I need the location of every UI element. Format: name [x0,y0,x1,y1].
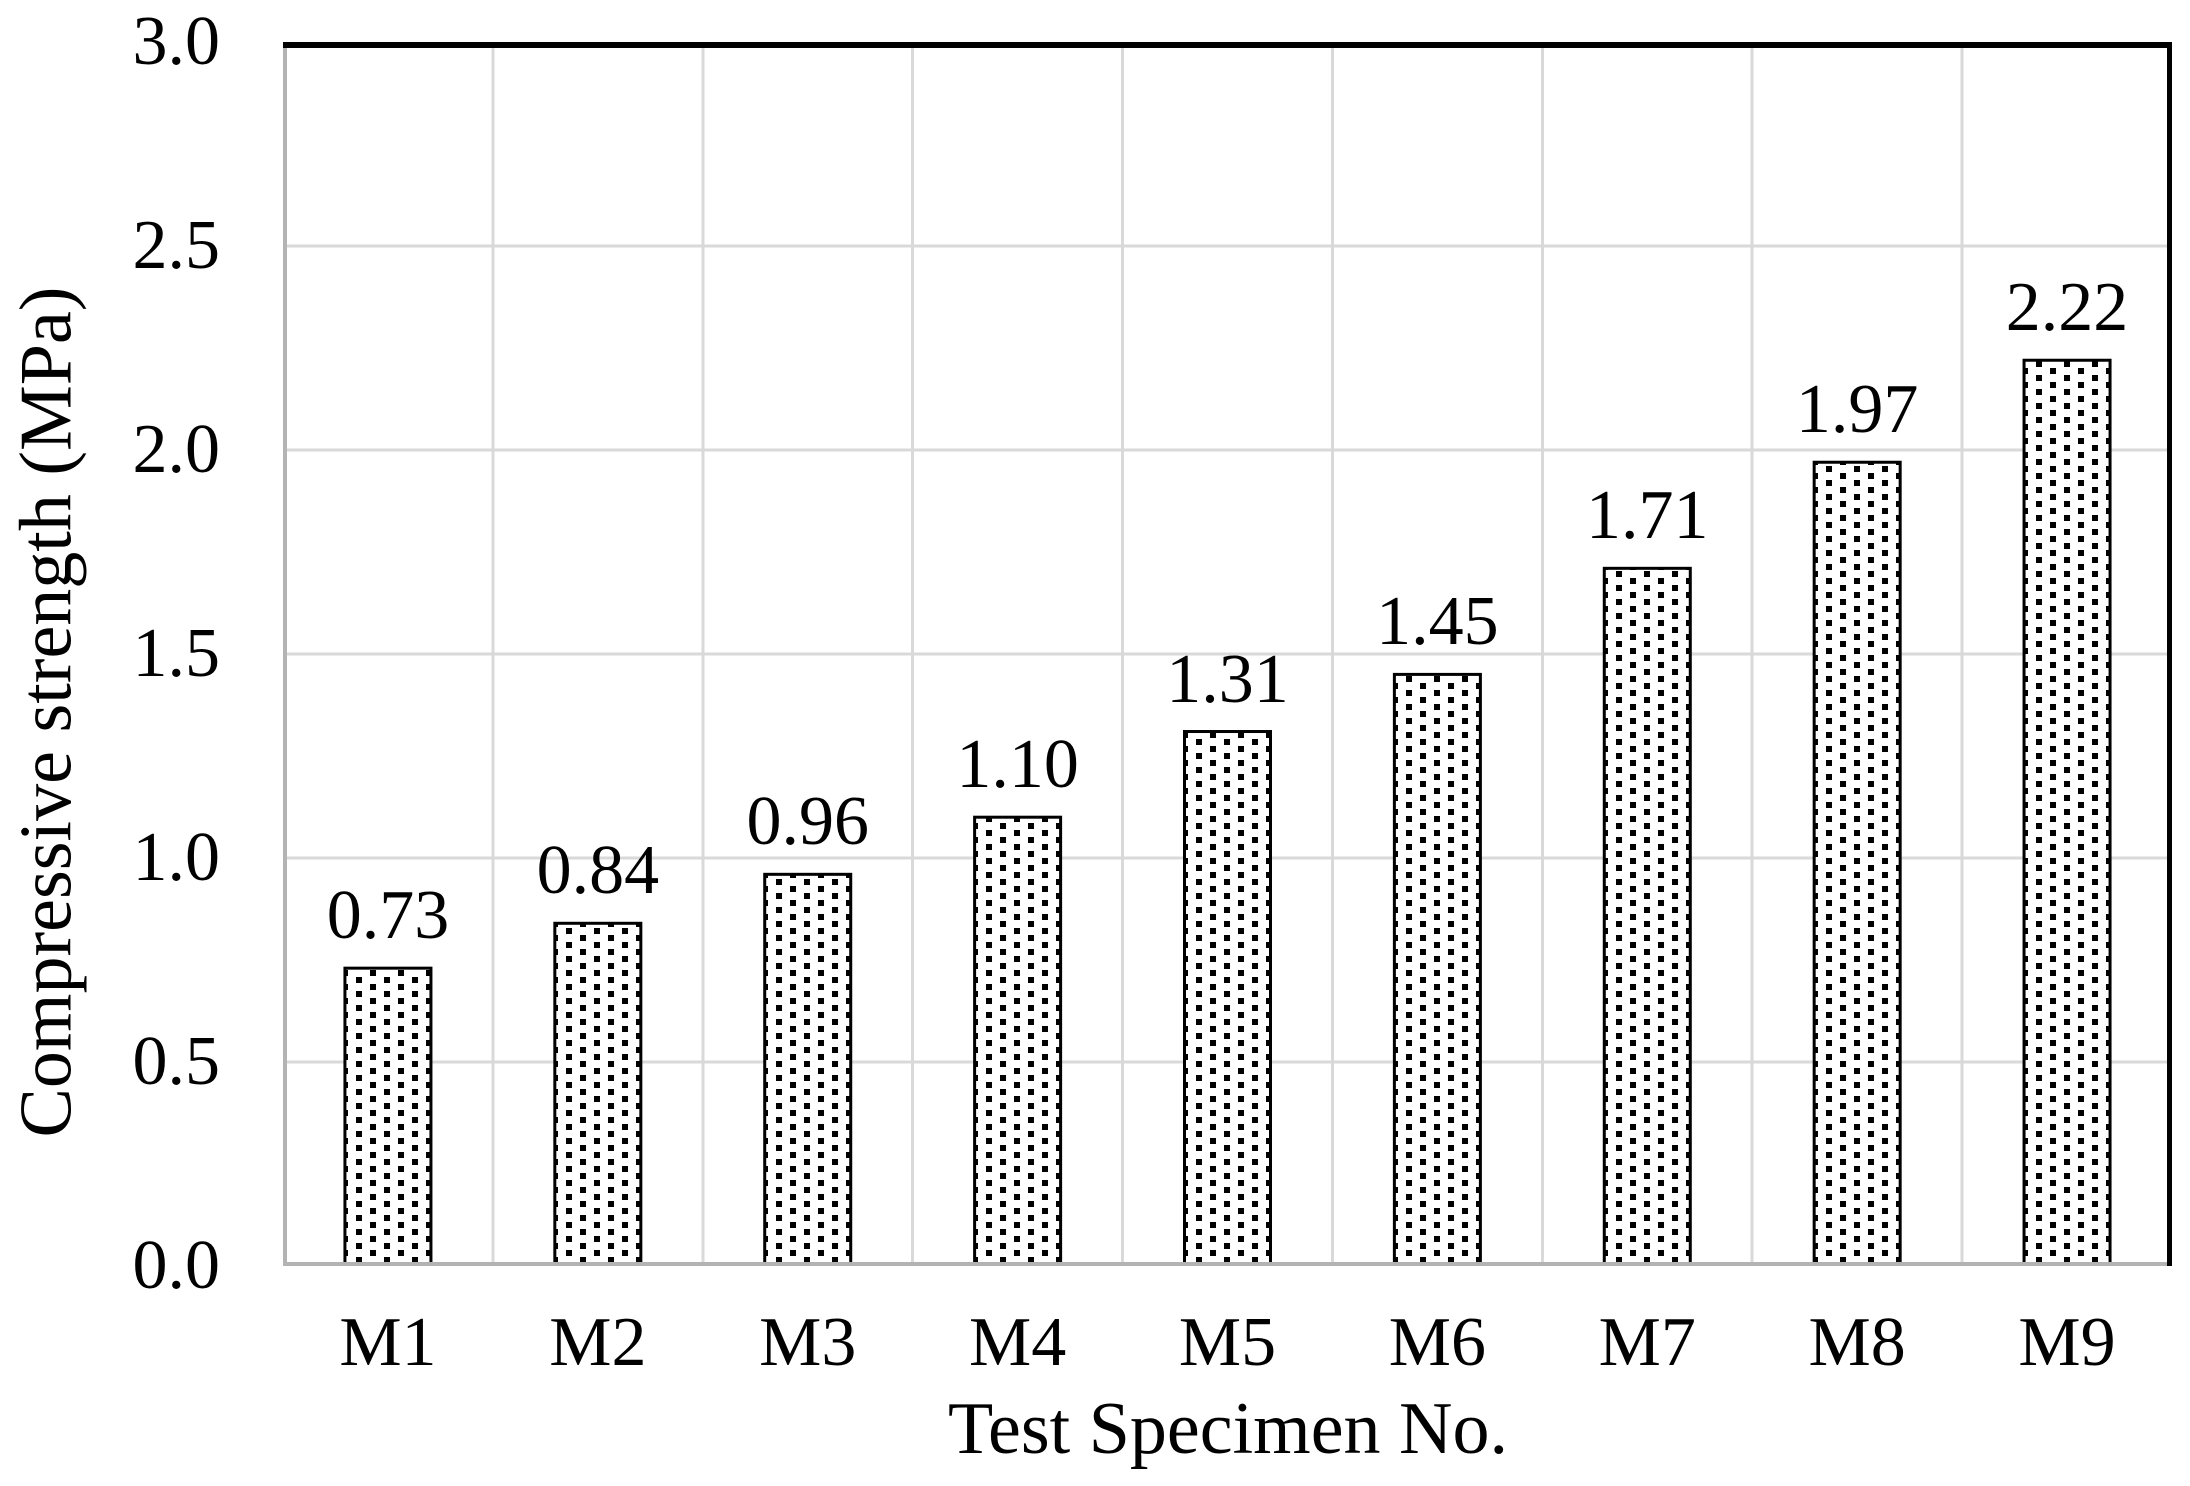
data-label-M6: 1.45 [1376,583,1499,661]
bar-M8 [1812,460,1902,1266]
y-tick-label-0.0: 0.0 [132,1227,221,1304]
bar-M9 [2022,358,2112,1266]
y-tick-label-2.5: 2.5 [132,207,221,284]
category-label-M5: M5 [1178,1304,1277,1381]
bar-M2 [553,921,643,1266]
bar-M1 [343,966,433,1266]
category-label-M9: M9 [2018,1304,2116,1381]
plot-area [283,42,2172,1266]
category-label-M1: M1 [339,1304,437,1381]
y-tick-label-3.0: 3.0 [132,3,221,80]
category-label-M6: M6 [1388,1304,1486,1381]
data-label-M3: 0.96 [746,783,869,861]
bar-series [343,358,2112,1266]
axis-and-border-lines [283,42,2172,1266]
data-label-M5: 1.31 [1166,640,1289,718]
category-label-M3: M3 [759,1304,857,1381]
data-label-M9: 2.22 [2005,269,2129,347]
bar-M3 [763,872,853,1266]
bar-M4 [973,815,1063,1266]
category-label-M2: M2 [549,1304,647,1381]
category-label-M4: M4 [968,1304,1067,1381]
category-label-M7: M7 [1598,1304,1696,1381]
y-axis-title: Compressive strength (MPa) [5,286,88,1138]
data-label-M8: 1.97 [1795,371,1919,449]
data-label-M2: 0.84 [536,832,660,910]
y-tick-label-2.0: 2.0 [132,411,221,488]
bar-M7 [1602,566,1692,1266]
bar-M5 [1183,730,1272,1266]
bar-M6 [1392,672,1482,1266]
y-tick-label-0.5: 0.5 [132,1023,221,1100]
category-label-M8: M8 [1808,1304,1906,1381]
data-label-M4: 1.10 [956,726,1079,804]
y-tick-label-1.5: 1.5 [132,615,221,692]
data-label-M7: 1.71 [1586,477,1709,555]
y-tick-label-1.0: 1.0 [132,819,221,896]
x-axis-title: Test Specimen No. [948,1388,1508,1470]
data-label-M1: 0.73 [326,877,450,955]
